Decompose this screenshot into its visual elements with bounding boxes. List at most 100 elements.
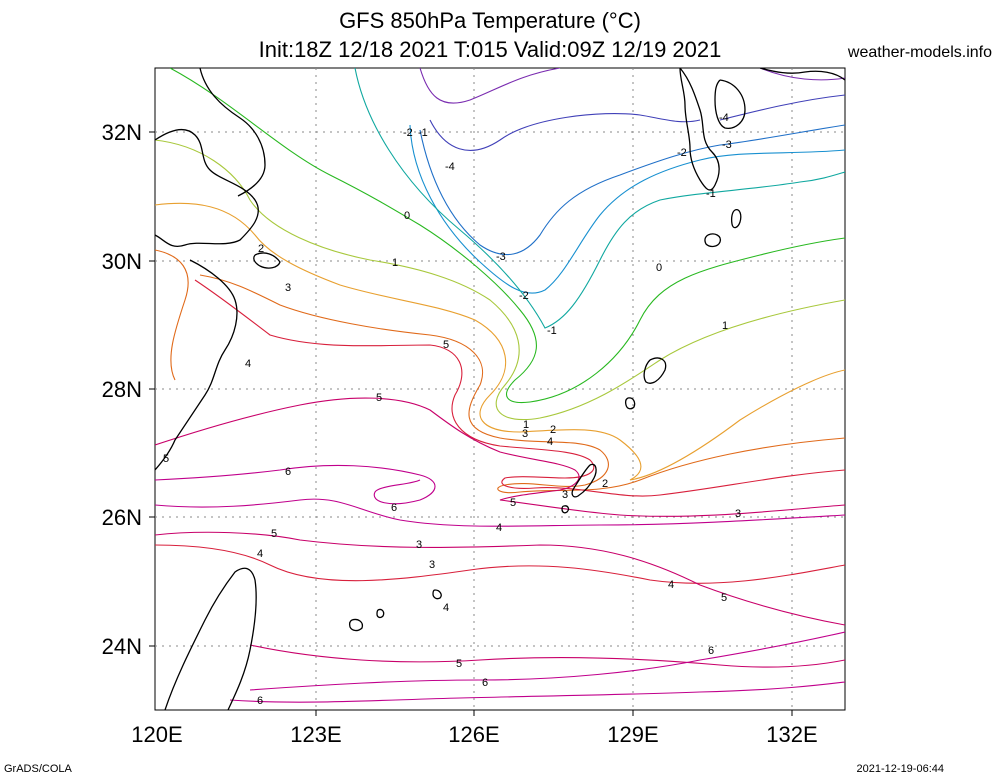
contour-label: 6 bbox=[708, 645, 714, 657]
isotherm-minus1 bbox=[354, 68, 845, 329]
contour-label: -2 bbox=[519, 290, 529, 302]
isotherm-minus2 bbox=[409, 124, 845, 294]
contour-label: 5 bbox=[443, 339, 449, 351]
contour-label: 5 bbox=[456, 658, 462, 670]
contour-label: 6 bbox=[257, 695, 263, 707]
footer-software: GrADS/COLA bbox=[4, 763, 72, 775]
contour-label: 6 bbox=[391, 502, 397, 514]
coast-yaeyama bbox=[348, 618, 364, 632]
contour-label: 3 bbox=[429, 559, 435, 571]
coast-okinawa bbox=[571, 463, 597, 498]
contour-label: 1 bbox=[392, 257, 398, 269]
lon-label: 126E bbox=[448, 722, 499, 747]
contour-label: -1 bbox=[706, 188, 716, 200]
contour-label: 6 bbox=[285, 466, 291, 478]
isotherm-0 bbox=[169, 68, 845, 404]
contour-label: -2 bbox=[403, 127, 413, 139]
contour-label: 5 bbox=[271, 528, 277, 540]
contour-label: 0 bbox=[656, 262, 662, 274]
isotherm-6 bbox=[155, 498, 845, 527]
lat-label: 32N bbox=[102, 120, 142, 145]
chart-title: GFS 850hPa Temperature (°C) bbox=[339, 8, 641, 33]
contour-label: 6 bbox=[482, 677, 488, 689]
coast-yakushima bbox=[704, 233, 721, 248]
site-credit: weather-models.info bbox=[847, 44, 992, 61]
contour-label: 5 bbox=[376, 392, 382, 404]
isotherm-5 bbox=[155, 397, 845, 517]
coast-kyushu bbox=[679, 68, 720, 191]
lat-axis: 32N 30N 28N 26N 24N bbox=[102, 120, 142, 659]
coastlines bbox=[155, 68, 845, 710]
lon-label: 120E bbox=[131, 722, 182, 747]
lon-axis: 120E 123E 126E 129E 132E bbox=[131, 722, 817, 747]
contour-label: 0 bbox=[404, 210, 410, 222]
lat-label: 24N bbox=[102, 634, 142, 659]
coast-senkaku bbox=[432, 589, 442, 600]
isotherm-minus5 bbox=[759, 68, 845, 81]
contour-label: 5 bbox=[721, 592, 727, 604]
contour-label: 1 bbox=[523, 419, 529, 431]
contour-label: 2 bbox=[602, 478, 608, 490]
chart-subtitle: Init:18Z 12/18 2021 T:015 Valid:09Z 12/1… bbox=[258, 37, 722, 62]
coast-kyushu-east bbox=[714, 79, 746, 129]
contour-label: -4 bbox=[445, 161, 455, 173]
contour-label: -1 bbox=[418, 127, 428, 139]
contour-label: -2 bbox=[677, 147, 687, 159]
contour-label: 2 bbox=[550, 424, 556, 436]
axis-ticks bbox=[149, 131, 793, 716]
contour-label: -1 bbox=[547, 325, 557, 337]
contour-label: -4 bbox=[719, 112, 729, 124]
coast-taiwan bbox=[164, 567, 257, 710]
coast-miyako bbox=[376, 608, 385, 619]
contour-label: 4 bbox=[443, 602, 449, 614]
contour-label: 3 bbox=[285, 282, 291, 294]
contour-label: -3 bbox=[722, 139, 732, 151]
isotherm-5 bbox=[249, 644, 845, 668]
contour-label: 4 bbox=[496, 522, 502, 534]
lon-label: 129E bbox=[607, 722, 658, 747]
isotherm-6 bbox=[229, 681, 845, 703]
coast-tanegashima bbox=[730, 209, 742, 229]
isotherm-4 bbox=[194, 279, 845, 497]
contour-label: 4 bbox=[245, 358, 251, 370]
contour-label: 5 bbox=[510, 497, 516, 509]
contour-label: 3 bbox=[522, 428, 528, 440]
contour-label: 3 bbox=[562, 489, 568, 501]
contour-label: 1 bbox=[722, 320, 728, 332]
footer-timestamp: 2021-12-19-06:44 bbox=[856, 763, 944, 775]
lat-label: 30N bbox=[102, 249, 142, 274]
isotherm-minus3 bbox=[419, 124, 845, 255]
coast-amami bbox=[643, 357, 667, 384]
lat-label: 28N bbox=[102, 377, 142, 402]
contour-label: -3 bbox=[496, 251, 506, 263]
lon-label: 132E bbox=[766, 722, 817, 747]
lon-label: 123E bbox=[290, 722, 341, 747]
contour-label: 4 bbox=[547, 436, 553, 448]
coast-tokunoshima bbox=[624, 397, 636, 410]
isotherm-6 bbox=[155, 464, 436, 505]
coast-kumejima bbox=[561, 505, 570, 514]
isotherm-6 bbox=[249, 631, 845, 691]
graticule bbox=[155, 68, 845, 710]
contour-label: 3 bbox=[735, 508, 741, 520]
coast-china-south bbox=[155, 259, 238, 471]
contour-label: 5 bbox=[163, 453, 169, 465]
isotherm-5 bbox=[155, 531, 845, 626]
isotherm-minus4 bbox=[719, 94, 845, 121]
isotherm-minus4 bbox=[429, 113, 701, 151]
isotherm-2 bbox=[155, 202, 845, 481]
isotherm-3 bbox=[155, 249, 845, 494]
contour-labels: -2 -1 -4 0 1 2 3 4 -3 -2 -1 0 1 5 -4 -3 … bbox=[163, 112, 741, 707]
coast-china bbox=[199, 68, 266, 197]
contour-label: 2 bbox=[258, 243, 264, 255]
isotherm-minus5 bbox=[419, 68, 561, 104]
contour-label: 4 bbox=[668, 579, 674, 591]
isotherm-4 bbox=[155, 544, 845, 584]
coast-zhoushan bbox=[253, 252, 281, 269]
isotherms bbox=[155, 68, 845, 703]
contour-label: 3 bbox=[416, 539, 422, 551]
coast-shikoku bbox=[759, 68, 845, 81]
coast-china bbox=[155, 128, 259, 247]
lat-label: 26N bbox=[102, 505, 142, 530]
